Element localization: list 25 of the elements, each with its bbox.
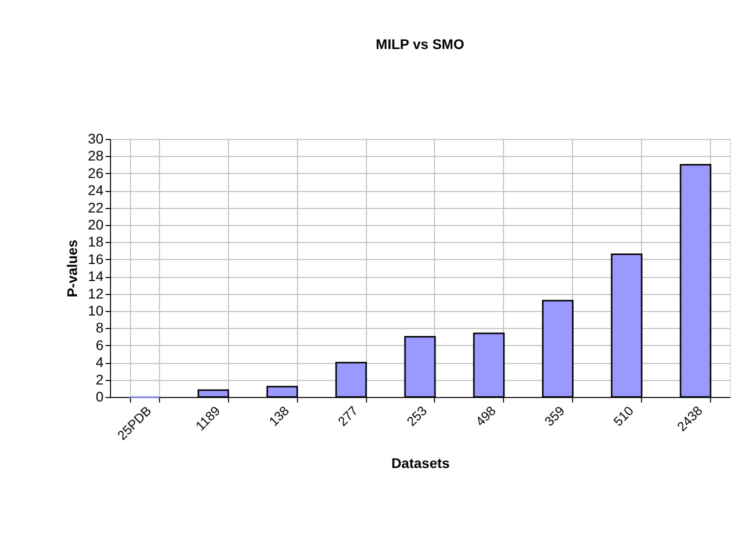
y-tick-label: 20 xyxy=(88,216,104,232)
y-tick-label: 30 xyxy=(88,130,104,146)
y-tick-label: 0 xyxy=(96,388,104,404)
y-tick-label: 2 xyxy=(96,371,104,388)
x-tick-label: 277 xyxy=(334,403,361,430)
x-tick-label: 138 xyxy=(266,403,292,430)
y-tick-label: 26 xyxy=(88,164,104,181)
y-tick-label: 12 xyxy=(88,285,104,302)
y-tick-label: 16 xyxy=(88,250,104,267)
y-tick-label: 4 xyxy=(96,354,104,370)
x-tick-label: 510 xyxy=(610,403,636,430)
y-axis-title: P-values xyxy=(64,239,80,298)
y-tick-label: 10 xyxy=(88,302,104,318)
y-tick-label: 24 xyxy=(88,182,104,198)
y-tick-label: 22 xyxy=(88,199,104,216)
y-tick-label: 28 xyxy=(88,148,104,164)
x-axis-title: Datasets xyxy=(391,454,450,471)
x-tick-label: 359 xyxy=(542,403,568,430)
chart-title: MILP vs SMO xyxy=(376,36,464,52)
x-tick-label: 498 xyxy=(472,403,499,430)
y-tick-label: 14 xyxy=(88,268,104,284)
y-tick-label: 6 xyxy=(96,336,104,353)
y-tick-label: 8 xyxy=(96,320,104,336)
y-tick-label: 18 xyxy=(88,234,104,250)
x-tick-label: 253 xyxy=(404,403,430,430)
